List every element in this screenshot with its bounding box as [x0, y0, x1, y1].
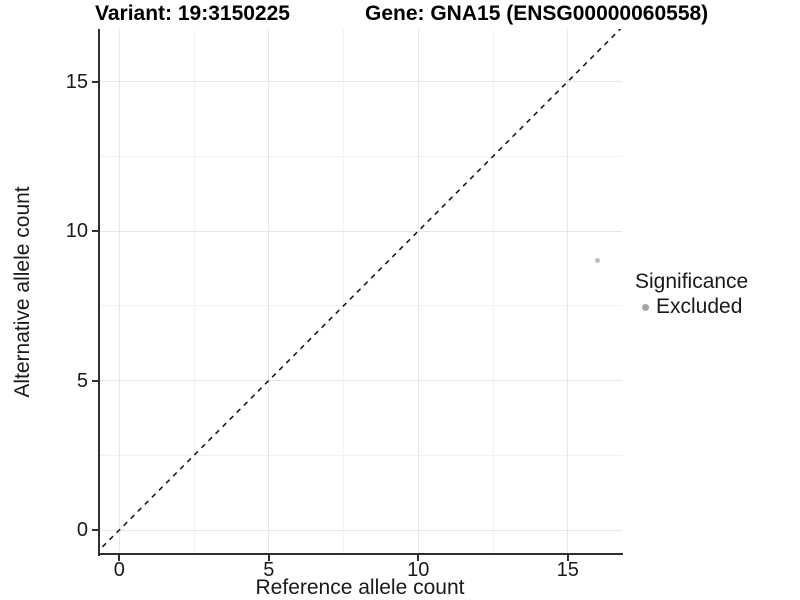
- v-gridline-major: [567, 29, 569, 554]
- data-point: [595, 258, 601, 264]
- y-tick-label: 5: [76, 369, 88, 392]
- x-axis-line: [98, 553, 623, 555]
- legend: Significance Excluded: [633, 270, 748, 319]
- x-tick-label: 5: [263, 559, 275, 581]
- y-tick-mark: [92, 80, 98, 83]
- x-tick-label: 10: [407, 559, 430, 581]
- x-tick-mark: [566, 555, 569, 561]
- v-gridline-major: [268, 29, 270, 554]
- v-gridline-major: [118, 29, 120, 554]
- x-tick-mark: [267, 555, 270, 561]
- y-tick-label: 15: [65, 70, 88, 93]
- legend-entry-label: Excluded: [656, 295, 743, 318]
- excluded-marker-icon: [642, 303, 649, 311]
- plot-panel: [98, 29, 622, 554]
- v-gridline-minor: [343, 29, 345, 554]
- x-tick-label: 15: [556, 559, 579, 581]
- x-tick-label: 0: [113, 559, 125, 581]
- x-tick-mark: [417, 555, 420, 561]
- h-gridline-major: [98, 230, 622, 232]
- legend-title: Significance: [635, 270, 749, 293]
- x-axis-title: Reference allele count: [255, 576, 465, 599]
- h-gridline-minor: [98, 305, 622, 307]
- h-gridline-major: [98, 81, 622, 82]
- identity-line: [98, 29, 622, 553]
- v-gridline-minor: [492, 29, 494, 554]
- y-tick-label: 0: [76, 519, 88, 541]
- h-gridline-major: [98, 380, 622, 381]
- v-gridline-major: [417, 29, 419, 554]
- y-axis-title: Alternative allele count: [11, 186, 34, 398]
- h-gridline-major: [98, 529, 622, 531]
- h-gridline-minor: [98, 155, 622, 157]
- h-gridline-minor: [98, 454, 622, 456]
- y-tick-label: 10: [65, 220, 88, 242]
- gene-title: Gene: GNA15 (ENSG00000060558): [365, 2, 709, 25]
- x-tick-mark: [118, 555, 121, 561]
- v-gridline-minor: [193, 29, 195, 554]
- y-tick-mark: [92, 230, 98, 232]
- y-tick-mark: [92, 529, 98, 531]
- y-tick-mark: [92, 379, 98, 382]
- variant-title: Variant: 19:3150225: [95, 2, 290, 25]
- y-axis-line: [98, 29, 100, 556]
- legend-entry-excluded: Excluded: [633, 295, 748, 319]
